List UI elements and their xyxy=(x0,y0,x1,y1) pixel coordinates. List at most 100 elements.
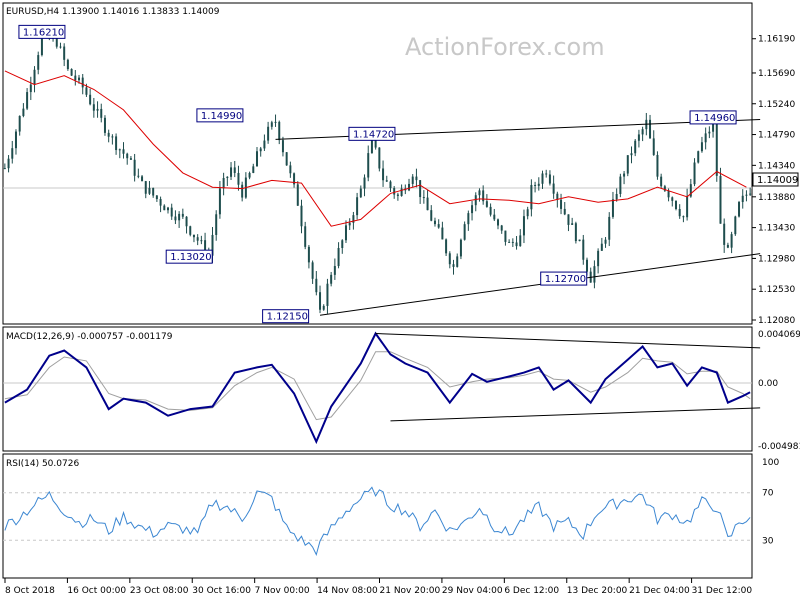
candle-body xyxy=(152,187,155,196)
candle-body xyxy=(419,180,422,198)
candle-body xyxy=(600,243,603,251)
price-tick-label: 1.13880 xyxy=(758,193,795,203)
candle-body xyxy=(482,190,485,202)
macd-title: MACD(12,26,9) -0.000757 -0.001179 xyxy=(6,332,173,342)
candle-body xyxy=(192,234,195,238)
price-tick-label: 1.16190 xyxy=(758,35,795,45)
candle-body xyxy=(281,140,284,153)
candle-body xyxy=(3,168,6,170)
candle-body xyxy=(678,209,681,217)
price-callout-box xyxy=(196,108,244,123)
main-title: EURUSD,H4 1.13900 1.14016 1.13833 1.1400… xyxy=(6,7,220,17)
macd-signal-line xyxy=(4,351,751,421)
candle-body xyxy=(552,183,555,194)
price-callout-text: 1.13020 xyxy=(170,252,211,263)
candle-body xyxy=(185,216,188,227)
candle-body xyxy=(697,151,700,163)
candle-body xyxy=(726,244,729,248)
candle-body xyxy=(222,178,225,189)
macd-panel-frame xyxy=(2,326,753,452)
candle-body xyxy=(745,194,748,196)
candle-body xyxy=(167,207,170,211)
time-tick-label: 16 Oct 00:00 xyxy=(67,586,126,596)
price-callout-box xyxy=(348,126,396,141)
candle-body xyxy=(293,173,296,185)
candle-body xyxy=(548,174,551,184)
candle-body xyxy=(14,131,17,149)
candle-body xyxy=(18,115,21,132)
candle-body xyxy=(289,165,292,174)
candle-body xyxy=(545,173,548,175)
candle-body xyxy=(118,149,121,151)
candle-body xyxy=(359,188,362,198)
candle-body xyxy=(59,46,62,48)
candle-body xyxy=(478,190,481,196)
candle-body xyxy=(55,37,58,47)
candle-body xyxy=(467,213,470,225)
candle-body xyxy=(515,242,518,247)
rsi-panel-frame xyxy=(2,453,753,579)
candle-body xyxy=(111,136,114,138)
candle-body xyxy=(445,239,448,254)
candle-body xyxy=(693,162,696,185)
candle-body xyxy=(296,184,299,206)
candle-body xyxy=(448,253,451,265)
candle-body xyxy=(37,55,40,70)
candle-body xyxy=(259,148,262,152)
time-tick-label: 14 Nov 08:00 xyxy=(317,586,378,596)
candle-body xyxy=(178,213,181,221)
candle-body xyxy=(426,197,429,211)
candle-body xyxy=(89,94,92,105)
candle-body xyxy=(422,197,425,199)
candle-body xyxy=(78,77,81,81)
candle-body xyxy=(430,210,433,221)
candle-body xyxy=(686,196,689,218)
candle-body xyxy=(115,136,118,151)
price-tick-label: 1.12980 xyxy=(758,254,795,264)
candle-body xyxy=(92,104,95,111)
price-callout: 1.12700 xyxy=(540,271,588,286)
rsi-title: RSI(14) 50.0726 xyxy=(6,459,79,469)
candle-body xyxy=(511,241,514,243)
candle-body xyxy=(534,184,537,186)
candle-body xyxy=(630,153,633,156)
price-callout: 1.16210 xyxy=(18,24,66,39)
candle-body xyxy=(315,278,318,293)
price-callout-text: 1.16210 xyxy=(23,27,64,38)
candle-body xyxy=(163,205,166,211)
candle-body xyxy=(63,46,66,60)
price-callout: 1.12150 xyxy=(262,309,310,324)
candle-body xyxy=(500,225,503,231)
candle-body xyxy=(700,142,703,152)
candle-body xyxy=(708,131,711,134)
candle-body xyxy=(441,227,444,240)
candle-body xyxy=(411,176,414,184)
candle-body xyxy=(326,283,329,306)
candle-body xyxy=(537,183,540,186)
candle-body xyxy=(133,159,136,176)
candle-body xyxy=(396,194,399,196)
candle-body xyxy=(578,239,581,242)
candle-body xyxy=(85,87,88,95)
candle-body xyxy=(563,208,566,215)
rsi-axis: 100 70 30 xyxy=(762,458,779,546)
candle-body xyxy=(723,223,726,245)
candle-body xyxy=(29,84,32,93)
macd-trendline xyxy=(375,333,761,349)
candle-body xyxy=(530,184,533,210)
candle-body xyxy=(300,205,303,227)
candle-body xyxy=(582,239,585,260)
candle-body xyxy=(526,209,529,217)
candle-body xyxy=(370,134,373,154)
candle-body xyxy=(307,246,310,263)
candle-body xyxy=(385,180,388,182)
price-callout: 1.14720 xyxy=(348,126,396,141)
candle-body xyxy=(597,250,600,267)
price-callout: 1.13020 xyxy=(165,249,213,264)
candle-body xyxy=(519,235,522,247)
price-callout-text: 1.12700 xyxy=(545,274,586,285)
candle-body xyxy=(585,259,588,272)
price-tick-label: 1.12530 xyxy=(758,285,795,295)
price-callout: 1.14990 xyxy=(196,108,244,123)
candle-body xyxy=(74,75,77,81)
